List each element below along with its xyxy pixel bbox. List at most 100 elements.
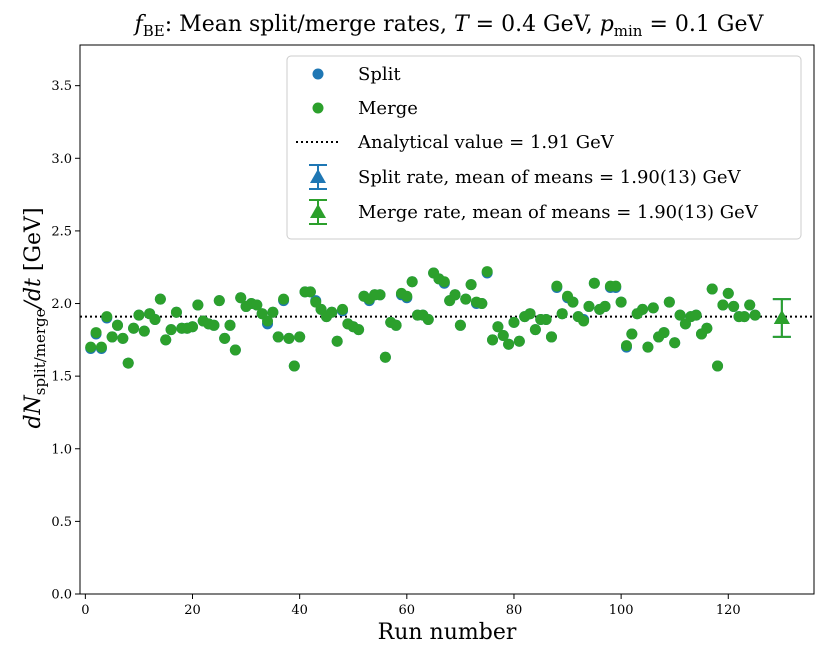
merge-point xyxy=(690,309,702,321)
merge-point xyxy=(722,287,734,299)
merge-point xyxy=(208,319,220,331)
merge-point xyxy=(658,327,670,339)
merge-point xyxy=(663,296,675,308)
merge-point xyxy=(642,341,654,353)
merge-point xyxy=(304,286,316,298)
merge-point xyxy=(133,309,145,321)
merge-point xyxy=(583,300,595,312)
merge-point xyxy=(529,324,541,336)
merge-point xyxy=(149,314,161,325)
merge-point xyxy=(160,334,172,346)
merge-point xyxy=(235,292,247,304)
merge-point xyxy=(379,351,391,363)
merge-point xyxy=(154,293,166,305)
merge-point xyxy=(422,314,434,325)
y-axis-label: dNsplit/merge/dt [GeV] xyxy=(21,207,49,428)
merge-point xyxy=(508,316,520,328)
merge-point xyxy=(637,303,649,315)
merge-point xyxy=(492,321,504,333)
chart-title: fBE: Mean split/merge rates, T = 0.4 GeV… xyxy=(133,12,765,40)
legend-merge-rate-triangle xyxy=(310,204,326,218)
merge-point xyxy=(728,300,740,312)
y-tick-label: 1.0 xyxy=(51,442,72,457)
merge-point xyxy=(487,334,499,346)
merge-point xyxy=(706,283,718,295)
x-tick-label: 40 xyxy=(291,603,308,618)
merge-point xyxy=(717,299,729,311)
merge-point xyxy=(353,324,365,336)
summary-markers xyxy=(772,298,791,338)
merge-point xyxy=(588,277,600,289)
merge-point xyxy=(106,331,118,343)
merge-point xyxy=(112,319,124,331)
legend: Split Merge Analytical value = 1.91 GeV … xyxy=(286,55,802,240)
y-tick-label: 0.5 xyxy=(51,515,72,530)
legend-merge-rate-label: Merge rate, mean of means = 1.90(13) GeV xyxy=(358,202,759,223)
merge-point xyxy=(712,360,724,372)
merge-point xyxy=(406,276,418,288)
merge-point xyxy=(454,319,466,331)
merge-point xyxy=(117,332,129,344)
merge-point xyxy=(551,280,563,292)
merge-point xyxy=(294,331,306,343)
merge-point xyxy=(599,300,611,312)
x-tick-label: 60 xyxy=(399,603,416,618)
merge-point xyxy=(170,306,182,318)
legend-split-rate-triangle xyxy=(310,169,326,183)
y-tick-label: 3.5 xyxy=(51,79,72,94)
merge-point xyxy=(497,329,509,341)
legend-split-rate-label: Split rate, mean of means = 1.90(13) GeV xyxy=(358,167,742,188)
merge-point xyxy=(545,331,557,343)
title-text-b: = 0.4 GeV, xyxy=(469,12,600,37)
merge-point xyxy=(229,344,241,356)
merge-point xyxy=(615,296,627,308)
merge-point xyxy=(187,321,199,333)
merge-point xyxy=(90,327,102,339)
x-tick-label: 0 xyxy=(81,603,89,618)
x-tick-label: 100 xyxy=(609,603,634,618)
merge-point xyxy=(524,308,536,320)
merge-point xyxy=(556,308,568,320)
merge-point xyxy=(738,311,750,323)
legend-split-rate-marker xyxy=(309,164,327,190)
merge-point xyxy=(620,340,632,352)
merge-point xyxy=(213,295,225,307)
merge-rate-mean-triangle xyxy=(773,310,790,325)
merge-point xyxy=(476,298,488,310)
merge-point xyxy=(122,357,134,369)
title-p-symbol: p xyxy=(600,12,614,37)
merge-point xyxy=(460,293,472,305)
merge-series xyxy=(85,266,761,372)
y-tick-label: 2.5 xyxy=(51,224,72,239)
merge-point xyxy=(251,299,263,311)
merge-point xyxy=(647,302,659,314)
merge-point xyxy=(503,338,515,350)
merge-point xyxy=(610,280,622,292)
merge-point xyxy=(749,309,761,321)
legend-merge-label: Merge xyxy=(358,98,418,119)
merge-point xyxy=(390,319,402,331)
title-t-symbol: T xyxy=(454,12,471,37)
merge-point xyxy=(744,299,756,311)
merge-point xyxy=(278,293,290,305)
merge-point xyxy=(578,315,590,327)
y-label-dt: /dt xyxy=(21,278,46,310)
merge-point xyxy=(219,332,231,344)
title-min-subscript: min xyxy=(614,22,643,40)
y-label-dn: dN xyxy=(21,394,46,428)
title-text-c: = 0.1 GeV xyxy=(642,12,764,37)
merge-point xyxy=(674,309,686,321)
merge-point xyxy=(326,306,338,318)
merge-point xyxy=(513,335,525,347)
merge-point xyxy=(449,289,461,301)
merge-point xyxy=(331,335,343,347)
y-tick-label: 2.0 xyxy=(51,297,72,312)
merge-point xyxy=(540,314,552,325)
merge-point xyxy=(224,319,236,331)
merge-point xyxy=(438,276,450,288)
merge-point xyxy=(267,306,279,318)
y-tick-label: 1.5 xyxy=(51,370,72,385)
x-tick-label: 120 xyxy=(716,603,741,618)
x-tick-label: 80 xyxy=(506,603,523,618)
